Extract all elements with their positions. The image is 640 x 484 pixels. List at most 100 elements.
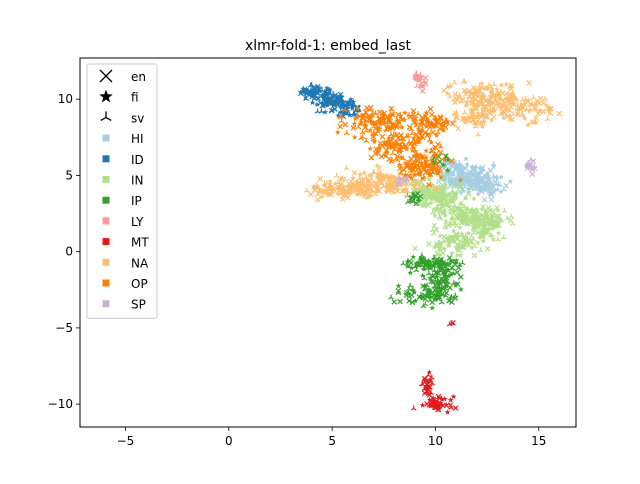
data-point xyxy=(485,205,492,211)
data-point xyxy=(354,186,361,193)
data-point xyxy=(321,182,328,189)
data-point xyxy=(336,186,343,193)
data-point xyxy=(450,320,456,326)
data-point xyxy=(543,102,550,108)
data-point xyxy=(455,235,461,242)
y-tick-label: 0 xyxy=(65,245,73,259)
data-point xyxy=(437,251,443,258)
data-point xyxy=(457,180,464,186)
data-point xyxy=(483,178,489,185)
series-mt xyxy=(410,320,459,415)
data-point xyxy=(390,180,396,186)
series-ip xyxy=(388,148,466,311)
data-point xyxy=(519,97,526,103)
data-point xyxy=(491,113,497,120)
data-point xyxy=(512,94,518,100)
data-point xyxy=(377,116,384,122)
data-point xyxy=(490,163,497,170)
data-point xyxy=(429,148,435,154)
data-point xyxy=(433,185,440,192)
data-point xyxy=(445,240,452,246)
data-point xyxy=(361,170,368,176)
data-point xyxy=(335,112,342,118)
data-point xyxy=(450,237,457,243)
data-point xyxy=(437,281,444,287)
data-point xyxy=(300,86,307,92)
data-point xyxy=(458,181,465,187)
data-point xyxy=(442,124,449,130)
data-point xyxy=(361,120,368,126)
data-point xyxy=(430,262,437,269)
data-point xyxy=(477,165,483,171)
x-tick-label: 5 xyxy=(328,434,336,448)
data-point xyxy=(384,182,391,188)
data-point xyxy=(448,199,455,205)
data-point xyxy=(349,105,356,111)
data-point xyxy=(487,232,494,238)
data-point xyxy=(418,127,425,133)
data-point xyxy=(450,228,457,234)
data-point xyxy=(352,108,359,114)
data-point xyxy=(470,90,477,96)
data-point xyxy=(513,96,520,103)
data-point xyxy=(494,175,500,181)
data-point xyxy=(459,213,465,220)
data-point xyxy=(486,97,493,103)
data-point xyxy=(314,184,321,191)
data-point xyxy=(326,87,333,93)
data-point xyxy=(533,119,539,126)
data-point xyxy=(466,189,472,195)
data-point xyxy=(437,149,444,156)
legend-swatch xyxy=(102,196,110,204)
data-point xyxy=(314,108,321,114)
data-point xyxy=(453,257,460,263)
data-point xyxy=(471,243,478,249)
data-point xyxy=(482,208,489,214)
data-point xyxy=(357,171,364,177)
data-point xyxy=(406,298,412,304)
data-point xyxy=(404,193,410,199)
series-na xyxy=(303,78,563,203)
data-point xyxy=(500,115,507,121)
data-point xyxy=(537,107,543,113)
data-point xyxy=(462,177,468,183)
data-point xyxy=(465,185,471,192)
data-point xyxy=(388,105,395,112)
data-point xyxy=(441,245,448,252)
data-point xyxy=(490,104,497,111)
data-point xyxy=(437,162,443,169)
data-point xyxy=(491,81,497,87)
data-point xyxy=(458,286,464,292)
data-point xyxy=(386,142,393,148)
data-point xyxy=(487,190,494,196)
data-point xyxy=(477,247,484,253)
data-point xyxy=(412,177,418,184)
data-point xyxy=(427,265,434,271)
data-point xyxy=(436,167,443,173)
data-point xyxy=(408,155,414,162)
data-point xyxy=(472,224,479,230)
data-point xyxy=(436,206,443,212)
data-point xyxy=(373,119,379,125)
data-point xyxy=(450,182,457,188)
data-point xyxy=(484,170,491,177)
data-point xyxy=(507,96,514,102)
legend-label: NA xyxy=(131,256,149,270)
data-point xyxy=(510,111,517,117)
data-point xyxy=(458,175,465,181)
data-point xyxy=(448,271,455,277)
data-point xyxy=(436,239,443,245)
data-point xyxy=(459,208,465,215)
legend-swatch xyxy=(102,217,110,225)
data-point xyxy=(479,84,485,91)
data-point xyxy=(535,110,541,117)
data-point xyxy=(453,190,459,196)
data-point xyxy=(420,303,427,309)
data-point xyxy=(422,75,429,81)
data-point xyxy=(381,119,388,125)
data-point xyxy=(367,127,373,133)
data-point xyxy=(440,279,447,285)
data-point xyxy=(416,169,423,175)
legend-label: HI xyxy=(131,132,144,146)
data-point xyxy=(448,162,454,168)
